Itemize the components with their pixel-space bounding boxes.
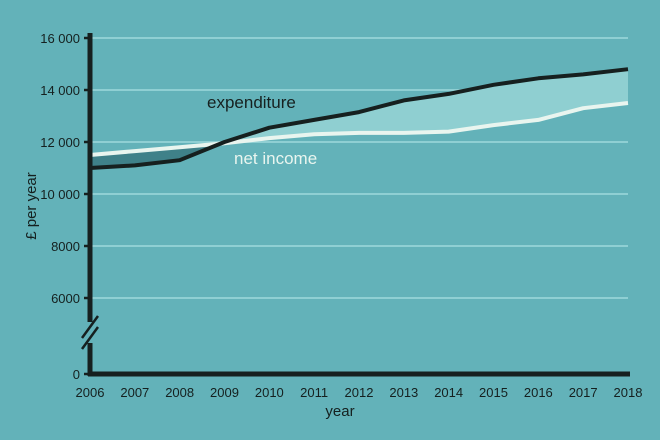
series-label-expenditure: expenditure [207,93,296,112]
y-tick-label: 14 000 [40,83,80,98]
x-tick-label: 2006 [76,385,105,400]
y-tick-label: 8000 [51,239,80,254]
line-expenditure [89,67,629,170]
axis-break-mark [80,326,100,350]
y-tick-label: 10 000 [40,187,80,202]
surplus-area [90,143,221,168]
x-tick-label: 2018 [614,385,643,400]
y-tick-label: 16 000 [40,31,80,46]
y-axis-label: £ per year [23,172,40,240]
y-tick-label: 0 [73,367,80,382]
series-label-net-income: net income [234,149,317,168]
axis-break-mark [80,315,100,339]
y-tick-label: 12 000 [40,135,80,150]
y-tick-labels: 0 6000 8000 10 000 12 000 14 000 16 000 [40,31,80,382]
x-tick-label: 2016 [524,385,553,400]
axes [80,33,630,377]
x-tick-label: 2011 [300,385,328,400]
x-tick-label: 2010 [255,385,284,400]
line-net-income [89,101,629,157]
x-tick-label: 2013 [389,385,418,400]
x-tick-label: 2009 [210,385,239,400]
x-tick-label: 2015 [479,385,508,400]
gap-fills [90,69,628,168]
x-tick-label: 2008 [165,385,194,400]
series-lines [89,67,629,170]
deficit-area [220,69,628,144]
x-axis-label: year [325,403,354,420]
x-tick-labels: 2006 2007 2008 2009 2010 2011 2012 2013 2014 2015… [76,385,643,400]
x-tick-label: 2012 [345,385,374,400]
y-tick-label: 6000 [51,291,80,306]
x-tick-label: 2014 [434,385,463,400]
x-tick-label: 2017 [569,385,598,400]
x-tick-label: 2007 [120,385,149,400]
